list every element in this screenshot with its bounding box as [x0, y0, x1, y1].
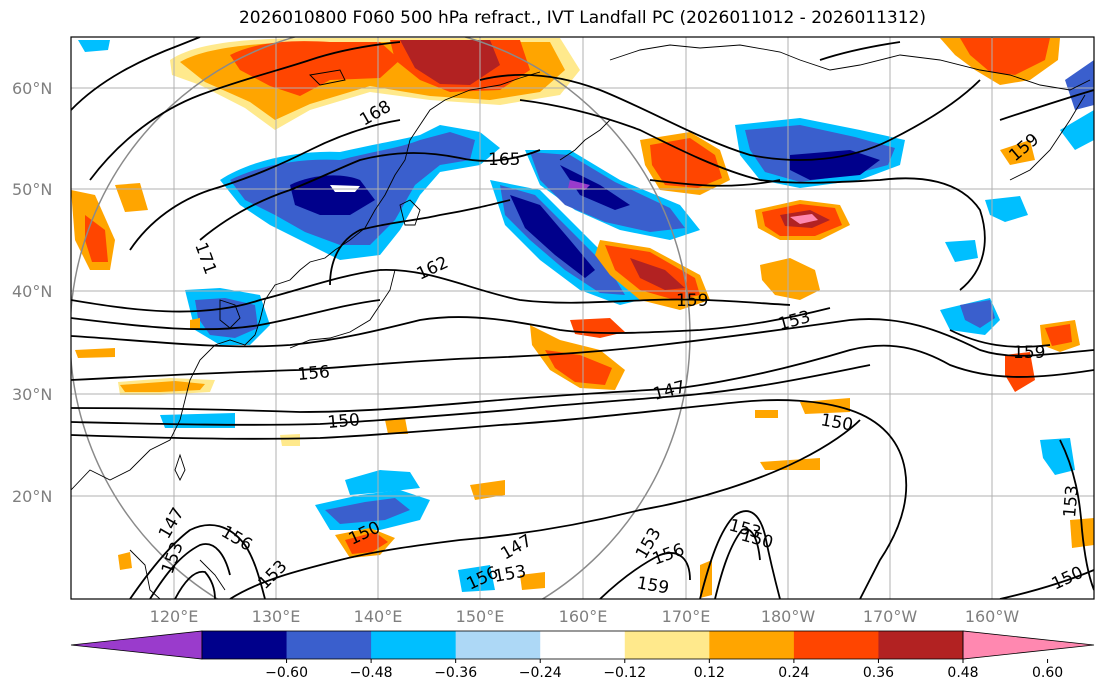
refractivity-shading	[71, 38, 1094, 598]
lon-label: 120°E	[150, 607, 199, 626]
colorbar-tick-label: −0.48	[350, 665, 393, 681]
contour-label: 159	[1013, 343, 1045, 363]
colorbar: −0.60 −0.48 −0.36 −0.24 −0.12 0.12 0.24 0.36 0.4…	[70, 630, 1095, 681]
lat-label-50n: 50°N	[12, 180, 52, 199]
colorbar-tick-label: −0.12	[603, 665, 646, 681]
height-contours	[71, 37, 1094, 599]
latitude-labels: 60°N 50°N 40°N 30°N 20°N	[12, 79, 52, 506]
colorbar-swatch	[455, 631, 541, 659]
lon-label: 140°E	[354, 607, 403, 626]
contour-label: 156	[297, 362, 331, 385]
colorbar-swatch	[709, 631, 795, 659]
lat-label-20n: 20°N	[12, 487, 52, 506]
contour-label: 150	[327, 410, 361, 433]
lon-label: 150°E	[456, 607, 505, 626]
lon-label: 170°E	[662, 607, 711, 626]
lon-label: 170°W	[863, 607, 918, 626]
lon-label: 160°W	[965, 607, 1020, 626]
colorbar-tick-label: −0.36	[434, 665, 477, 681]
contour-label: 159	[676, 291, 708, 311]
contour-label: 153	[1060, 484, 1083, 518]
lon-label: 130°E	[252, 607, 301, 626]
landfall-region-circle	[71, 37, 691, 599]
map-title: 2026010800 F060 500 hPa refract., IVT La…	[238, 8, 926, 28]
colorbar-swatch	[624, 631, 710, 659]
contour-label: 165	[488, 150, 520, 170]
colorbar-swatch	[540, 631, 626, 659]
lat-label-60n: 60°N	[12, 79, 52, 98]
colorbar-tick-label: −0.24	[519, 665, 562, 681]
colorbar-swatch	[371, 631, 457, 659]
lon-label: 180°W	[761, 607, 816, 626]
colorbar-tick-label: −0.60	[265, 665, 308, 681]
map-frame	[70, 36, 1095, 600]
colorbar-outline	[201, 630, 964, 660]
colorbar-extend-low	[70, 630, 203, 660]
colorbar-swatch	[202, 631, 288, 659]
colorbar-tick-label: 0.12	[694, 665, 725, 681]
lon-label: 160°E	[559, 607, 608, 626]
lat-label-40n: 40°N	[12, 282, 52, 301]
longitude-labels: 120°E 130°E 140°E 150°E 160°E 170°E 180°…	[150, 607, 1020, 626]
colorbar-tick-label: 0.36	[863, 665, 894, 681]
lat-label-30n: 30°N	[12, 385, 52, 404]
colorbar-tick-label: 0.24	[778, 665, 809, 681]
colorbar-swatch	[878, 631, 964, 659]
colorbar-swatch	[286, 631, 372, 659]
colorbar-swatch	[793, 631, 879, 659]
colorbar-tick-label: 0.60	[1032, 665, 1063, 681]
colorbar-extend-high	[962, 630, 1095, 660]
colorbar-tick-label: 0.48	[947, 665, 978, 681]
